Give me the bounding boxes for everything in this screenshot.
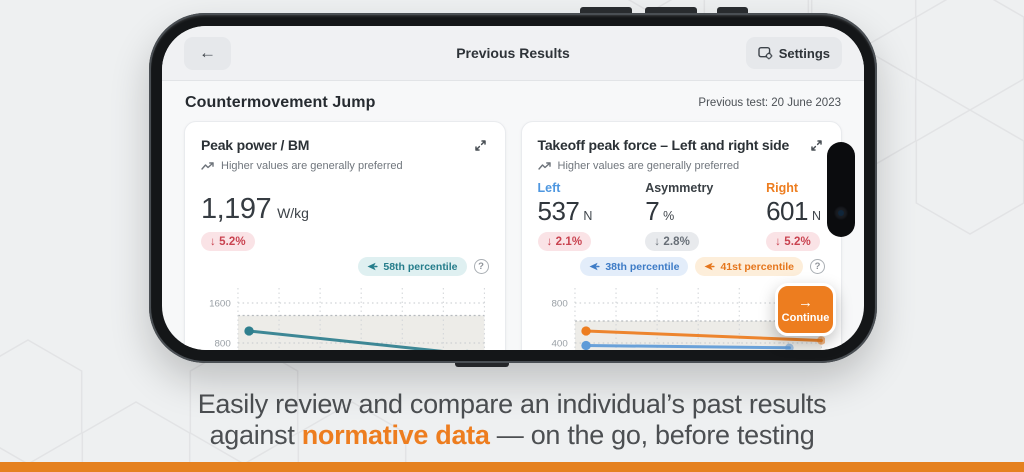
expand-icon[interactable]	[808, 137, 825, 154]
help-icon[interactable]: ?	[473, 259, 489, 274]
peak-power-card: Peak power / BM Higher values are genera…	[184, 121, 506, 350]
app-header: ← Previous Results Settings	[162, 26, 864, 81]
trend-up-icon	[201, 162, 214, 170]
percentile-legend-pill: 58th percentile	[358, 257, 467, 276]
caption-highlight: normative data	[301, 420, 490, 450]
percentile-legend-pill: 41st percentile	[695, 257, 803, 276]
takeoff-force-card: Takeoff peak force – Left and right side…	[520, 121, 842, 350]
percentile-arrow-icon	[589, 262, 600, 271]
settings-button[interactable]: Settings	[745, 37, 842, 69]
metric-unit: W/kg	[277, 205, 309, 221]
metric-note: Higher values are generally preferred	[221, 160, 403, 172]
metric-note: Higher values are generally preferred	[557, 160, 740, 172]
phone-frame: ← Previous Results Settings Countermovem…	[149, 13, 877, 363]
svg-text:400: 400	[551, 339, 567, 350]
cards-row: Peak power / BM Higher values are genera…	[162, 121, 864, 350]
back-arrow-icon: ←	[199, 43, 216, 62]
stat-value: 7	[645, 196, 660, 226]
peak-power-chart: 1600 800	[209, 288, 485, 350]
card-title: Peak power / BM	[201, 137, 310, 153]
trend-up-icon	[537, 162, 551, 170]
stat-unit: N	[583, 209, 593, 223]
continue-label: Continue	[781, 312, 830, 324]
dynamic-island	[827, 142, 855, 237]
stat-unit: %	[663, 209, 675, 223]
stats-row: Left 537 N ↓ 2.1% Asymmetry 7 % ↓	[537, 181, 826, 251]
continue-button[interactable]: → Continue	[775, 283, 836, 336]
previous-test-date: Previous test: 20 June 2023	[698, 97, 841, 109]
stat-unit: N	[811, 209, 821, 223]
card-title: Takeoff peak force – Left and right side	[537, 137, 790, 153]
change-badge: ↓ 2.1%	[537, 232, 592, 251]
stat-label: Right	[766, 181, 799, 195]
section-title: Countermovement Jump	[185, 94, 376, 111]
change-badge: ↓ 5.2%	[201, 232, 255, 251]
svg-text:1600: 1600	[209, 299, 231, 310]
caption: Easily review and compare an individual’…	[0, 389, 1024, 451]
change-badge: ↓ 5.2%	[766, 232, 820, 251]
back-button[interactable]: ←	[184, 36, 231, 70]
stat-value: 601	[766, 196, 808, 226]
stat-column-left: Left 537 N ↓ 2.1%	[537, 181, 593, 251]
stat-column-right: Right 601 N ↓ 5.2%	[766, 181, 821, 251]
phone-screen: ← Previous Results Settings Countermovem…	[162, 26, 864, 350]
caption-line-2: against normative data — on the go, befo…	[209, 420, 815, 450]
section-header: Countermovement Jump Previous test: 20 J…	[162, 81, 864, 121]
stat-label: Left	[537, 181, 561, 195]
svg-text:800: 800	[551, 299, 567, 310]
percentile-arrow-icon	[704, 262, 716, 271]
settings-label: Settings	[778, 45, 830, 61]
change-badge: ↓ 2.8%	[645, 232, 699, 251]
caption-line-1: Easily review and compare an individual’…	[197, 389, 827, 419]
stat-column-asymmetry: Asymmetry 7 % ↓ 2.8%	[645, 181, 713, 251]
percentile-arrow-icon	[367, 262, 378, 271]
front-camera	[834, 206, 848, 220]
arrow-right-icon: →	[798, 294, 813, 311]
settings-gear-icon	[758, 47, 773, 60]
help-icon[interactable]: ?	[810, 259, 825, 274]
metric-value: 1,197	[201, 193, 272, 225]
stat-value: 537	[537, 196, 580, 226]
bottom-accent-bar	[0, 462, 1024, 472]
svg-text:800: 800	[215, 339, 231, 350]
percentile-legend-pill: 38th percentile	[580, 257, 689, 276]
stat-label: Asymmetry	[645, 181, 714, 195]
expand-icon[interactable]	[472, 137, 489, 154]
